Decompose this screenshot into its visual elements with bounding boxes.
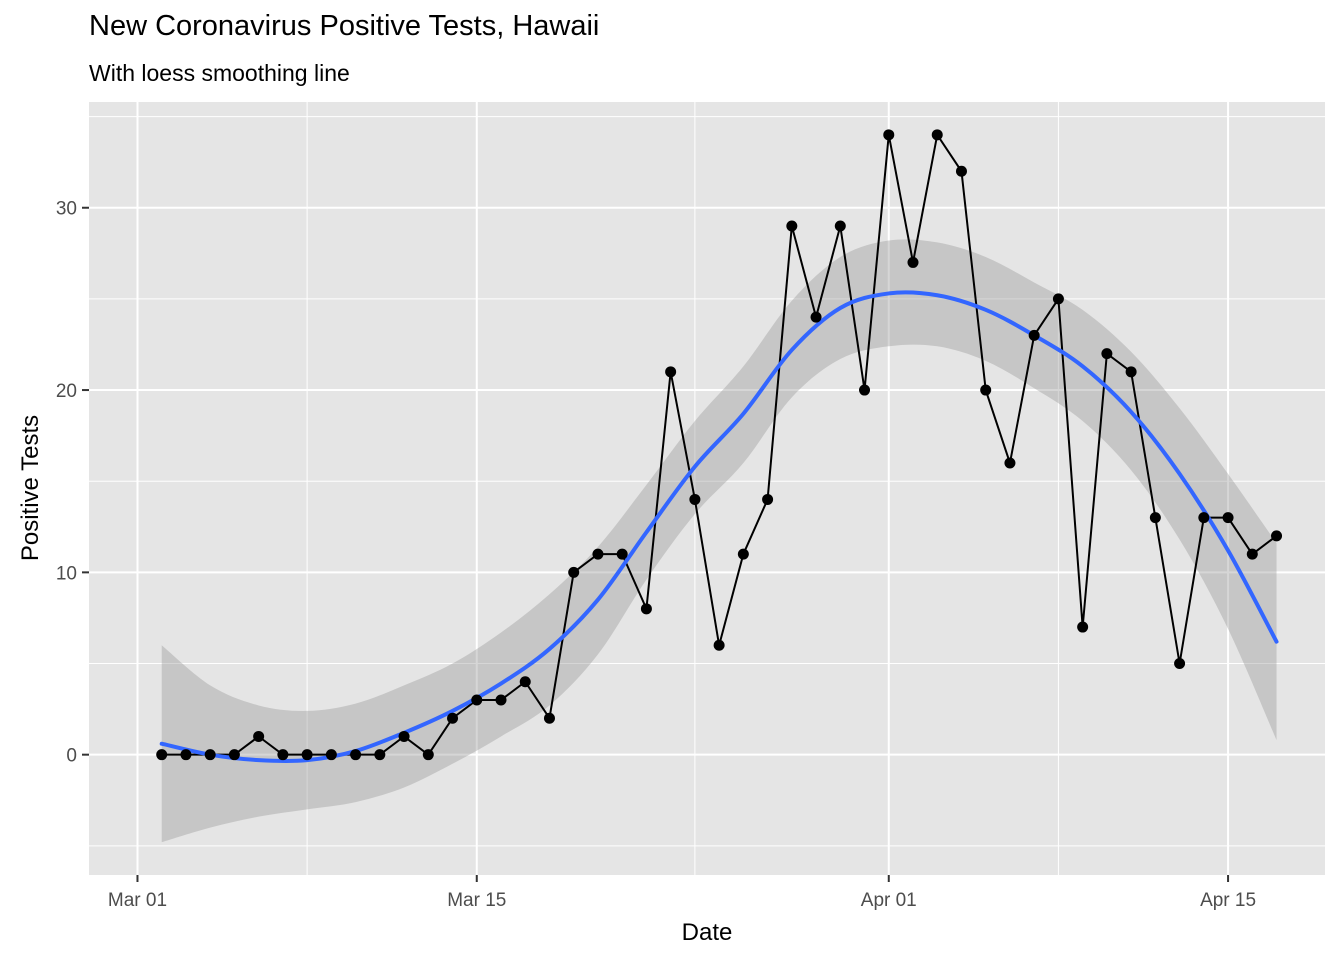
data-point xyxy=(180,749,192,761)
data-point xyxy=(374,749,386,761)
x-axis: Mar 01 Mar 15 Apr 01 Apr 15 xyxy=(108,875,1256,911)
data-point xyxy=(640,603,652,615)
data-point xyxy=(689,493,701,505)
y-tick-label: 0 xyxy=(66,746,77,767)
data-point xyxy=(543,712,555,724)
data-point xyxy=(883,129,895,141)
data-point xyxy=(1149,512,1161,524)
data-point xyxy=(1174,658,1186,670)
data-point xyxy=(519,676,531,688)
y-axis: 0 10 20 30 xyxy=(56,199,89,767)
data-point xyxy=(228,749,240,761)
y-tick-label: 20 xyxy=(56,381,77,402)
x-axis-title: Date xyxy=(682,919,733,946)
data-point xyxy=(1052,293,1064,305)
data-point xyxy=(834,220,846,232)
data-point xyxy=(762,493,774,505)
loess-confidence-ribbon xyxy=(161,239,1277,843)
data-point xyxy=(495,694,507,706)
grid-major xyxy=(89,102,1325,875)
data-point xyxy=(810,311,822,323)
data-point xyxy=(592,548,604,560)
data-point xyxy=(568,566,580,578)
grid-minor xyxy=(89,102,1325,875)
data-point xyxy=(616,548,628,560)
data-point xyxy=(931,129,943,141)
data-point xyxy=(1271,530,1283,542)
data-point xyxy=(1222,512,1234,524)
data-points xyxy=(156,129,1283,761)
x-tick-label: Mar 01 xyxy=(108,890,167,911)
x-tick-label: Mar 15 xyxy=(447,890,506,911)
data-point xyxy=(786,220,798,232)
data-point xyxy=(398,730,410,742)
data-point xyxy=(955,165,967,177)
data-point xyxy=(253,730,265,742)
chart-subtitle: With loess smoothing line xyxy=(89,60,350,86)
data-point xyxy=(859,384,871,396)
y-axis-title: Positive Tests xyxy=(17,415,44,561)
x-tick-label: Apr 01 xyxy=(861,890,917,911)
data-point xyxy=(1101,348,1113,360)
plot-panel xyxy=(89,102,1325,875)
data-point xyxy=(665,366,677,378)
data-point xyxy=(350,749,362,761)
data-point xyxy=(422,749,434,761)
data-point xyxy=(1077,621,1089,633)
data-point xyxy=(277,749,289,761)
data-point xyxy=(737,548,749,560)
data-point xyxy=(980,384,992,396)
data-point xyxy=(204,749,216,761)
data-point xyxy=(1198,512,1210,524)
data-point xyxy=(1125,366,1137,378)
y-tick-label: 30 xyxy=(56,199,77,220)
y-tick-label: 10 xyxy=(56,563,77,584)
data-point xyxy=(447,712,459,724)
data-point xyxy=(1246,548,1258,560)
data-point xyxy=(301,749,313,761)
data-point xyxy=(1028,329,1040,341)
data-point xyxy=(325,749,337,761)
data-point xyxy=(471,694,483,706)
chart-title: New Coronavirus Positive Tests, Hawaii xyxy=(89,10,600,42)
data-point xyxy=(907,256,919,268)
x-tick-label: Apr 15 xyxy=(1200,890,1256,911)
data-point xyxy=(156,749,168,761)
data-point xyxy=(1004,457,1016,469)
data-point xyxy=(713,639,725,651)
